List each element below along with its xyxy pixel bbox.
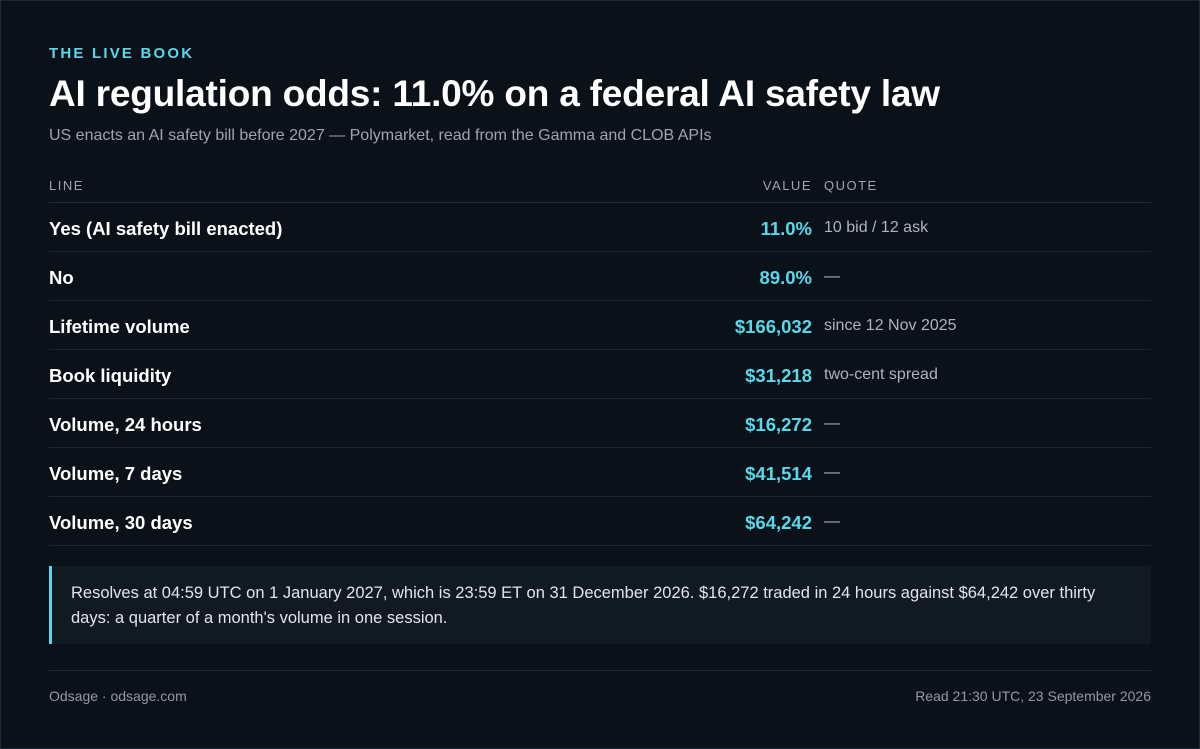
row-label: Volume, 7 days [49,463,183,484]
page-subtitle: US enacts an AI safety bill before 2027 … [49,127,712,144]
row-label: Yes (AI safety bill enacted) [49,218,283,239]
table-row-book-liquidity: Book liquidity $31,218 two-cent spread [49,350,1151,399]
footer-divider [49,670,1151,671]
row-label: Volume, 24 hours [49,414,202,435]
resolution-note: Resolves at 04:59 UTC on 1 January 2027,… [49,566,1151,644]
row-value: $41,514 [745,463,812,484]
page-title: AI regulation odds: 11.0% on a federal A… [49,73,940,114]
table-row-volume-7d: Volume, 7 days $41,514 — [49,448,1151,497]
footer-source: Odsage · odsage.com [49,688,187,704]
resolution-note-text: Resolves at 04:59 UTC on 1 January 2027,… [71,584,1096,627]
row-quote: — [824,268,840,285]
footer-timestamp: Read 21:30 UTC, 23 September 2026 [915,688,1151,704]
column-header-value: VALUE [762,178,812,193]
table-header: LINE VALUE QUOTE [49,168,1151,203]
row-value: $166,032 [734,316,812,337]
row-label: No [49,267,74,288]
row-label: Book liquidity [49,365,172,386]
row-quote: — [824,513,840,530]
row-value: 11.0% [760,218,812,239]
row-value: $64,242 [745,512,812,533]
row-value: 89.0% [759,267,812,288]
column-header-line: LINE [49,178,84,193]
row-label: Lifetime volume [49,316,190,337]
row-quote: — [824,415,840,432]
table-row-no: No 89.0% — [49,252,1151,301]
row-value: $31,218 [745,365,812,386]
row-value: $16,272 [745,414,812,435]
table-row-yes: Yes (AI safety bill enacted) 11.0% 10 bi… [49,203,1151,252]
table-row-volume-30d: Volume, 30 days $64,242 — [49,497,1151,546]
table-row-volume-24h: Volume, 24 hours $16,272 — [49,399,1151,448]
row-quote: 10 bid / 12 ask [824,219,929,236]
row-quote: two-cent spread [824,366,938,383]
section-kicker: THE LIVE BOOK [49,45,195,62]
column-header-quote: QUOTE [824,178,878,193]
row-quote: since 12 Nov 2025 [824,317,957,334]
table-row-lifetime-volume: Lifetime volume $166,032 since 12 Nov 20… [49,301,1151,350]
row-label: Volume, 30 days [49,512,193,533]
market-table: LINE VALUE QUOTE Yes (AI safety bill ena… [49,168,1151,546]
row-quote: — [824,464,840,481]
